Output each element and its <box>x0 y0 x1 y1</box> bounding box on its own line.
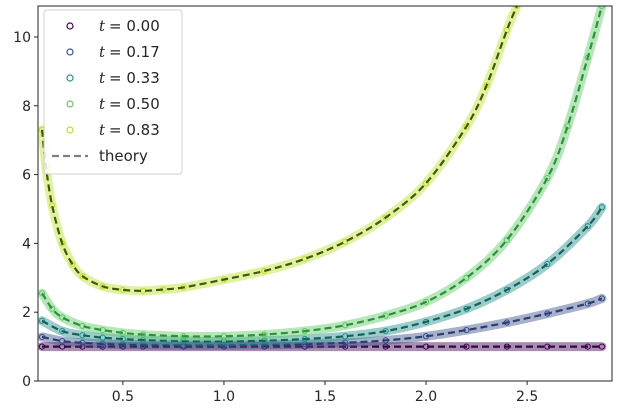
x-tick-label: 1.5 <box>314 389 336 405</box>
data-point <box>503 236 510 244</box>
theory-curve-2 <box>41 206 603 343</box>
legend-marker <box>66 100 74 108</box>
legend-label: t = 0.17 <box>99 43 160 61</box>
data-point <box>584 223 591 230</box>
data-point <box>49 305 56 312</box>
legend-marker <box>66 48 74 56</box>
data-point <box>463 123 470 130</box>
theory-curve-4 <box>40 6 519 292</box>
axes: 0.5 1.0 1.5 2.0 2.5 0 2 4 6 8 10 <box>13 5 613 405</box>
y-tick-label: 2 <box>22 305 31 321</box>
legend-box <box>43 9 183 175</box>
data-point <box>38 317 46 324</box>
y-tick-label: 8 <box>22 99 31 115</box>
y-tick-label: 4 <box>22 236 31 252</box>
data-point <box>503 286 510 293</box>
data-point <box>38 290 46 297</box>
data-point <box>342 238 349 245</box>
data-point <box>382 214 389 221</box>
plot-area <box>38 6 607 352</box>
x-tick-label: 2.0 <box>415 389 437 405</box>
data-point <box>79 272 86 280</box>
legend-label: t = 0.00 <box>99 17 160 35</box>
data-point <box>59 314 66 321</box>
y-tick-label: 10 <box>13 30 31 46</box>
x-tick-label: 2.5 <box>516 389 538 405</box>
theory-curve-1 <box>41 297 603 347</box>
data-point <box>544 174 551 182</box>
legend-label: t = 0.33 <box>99 69 160 87</box>
y-tick-label: 6 <box>22 168 31 184</box>
legend: t = 0.00 t = 0.17 t = 0.33 t = 0.50 t = 0.83 theor… <box>43 9 183 175</box>
legend-marker <box>66 74 74 82</box>
legend-theory-label: theory <box>99 147 148 165</box>
data-point <box>513 6 521 10</box>
data-point <box>463 274 470 281</box>
data-point <box>69 260 76 268</box>
data-point <box>598 6 605 10</box>
data-point <box>598 343 605 350</box>
legend-marker <box>66 22 74 30</box>
x-tick-label: 0.5 <box>112 389 134 405</box>
data-point <box>422 180 430 187</box>
x-tick-label: 1.0 <box>213 389 235 405</box>
legend-label: t = 0.50 <box>99 95 160 113</box>
data-point <box>544 260 551 268</box>
data-point <box>598 204 605 211</box>
legend-label: t = 0.83 <box>99 121 160 139</box>
legend-marker <box>66 126 74 134</box>
y-tick-label: 0 <box>22 374 31 390</box>
theory-curve-3 <box>41 6 603 338</box>
